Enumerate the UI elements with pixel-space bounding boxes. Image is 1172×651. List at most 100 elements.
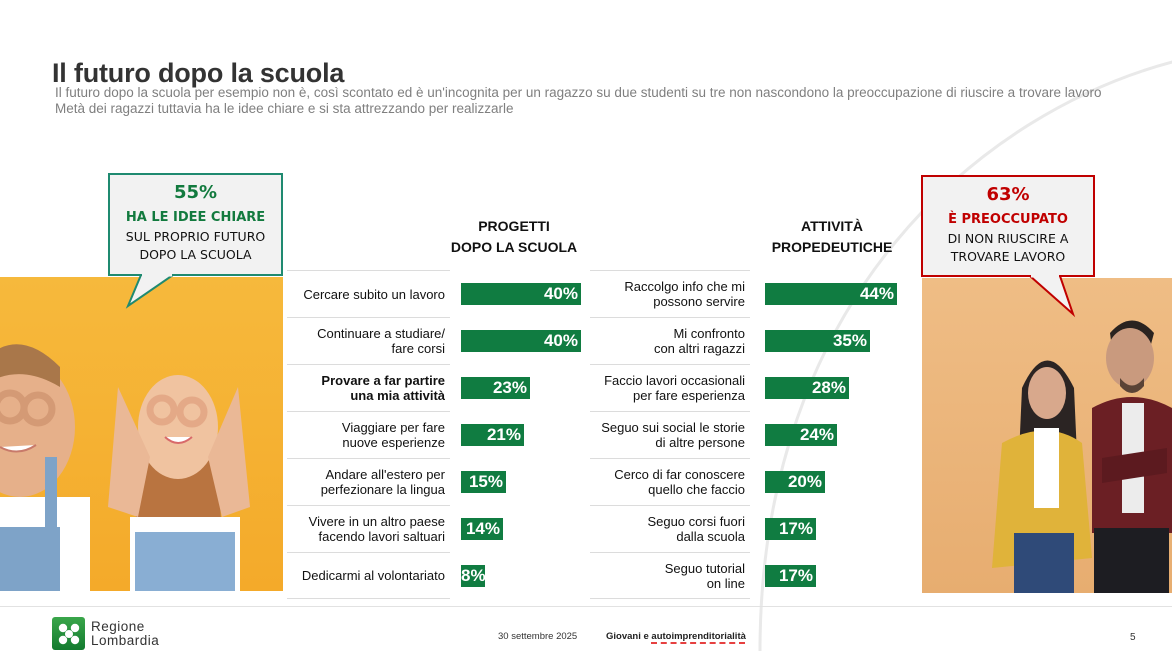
- subtitle-line-1: Il futuro dopo la scuola per esempio non…: [55, 85, 1102, 100]
- bar: 8%: [461, 565, 486, 587]
- callout-worried: 63% È PREOCCUPATO DI NON RIUSCIRE A TROV…: [921, 175, 1095, 277]
- bar-value-label: 44%: [859, 284, 894, 303]
- chart-row: Provare a far partire una mia attività: [287, 364, 450, 411]
- callout-text-line-1: SUL PROPRIO FUTURO: [125, 229, 266, 244]
- bar-value-label: 20%: [787, 472, 822, 491]
- category-label-line: Continuare a studiare/: [317, 326, 445, 341]
- callout-text-line-2: TROVARE LAVORO: [950, 249, 1066, 264]
- category-label-line: nuove esperienze: [342, 435, 445, 450]
- regione-lombardia-logo: Regione Lombardia: [52, 617, 159, 650]
- chart-title-line-2: PROPEDEUTICHE: [771, 239, 893, 255]
- category-label-line: Faccio lavori occasionali: [604, 373, 745, 388]
- callout-headline: È PREOCCUPATO: [948, 212, 1068, 227]
- chart-row: Viaggiare per fare nuove esperienze: [287, 411, 450, 458]
- category-label: Seguo corsi fuori dalla scuola: [587, 506, 745, 552]
- footer-topic-part-1: Giovani e: [606, 631, 649, 642]
- chart-title-line-1: PROGETTI: [478, 218, 550, 234]
- chart-row: Dedicarmi al volontariato: [287, 552, 450, 599]
- bar-value-label: 28%: [811, 378, 846, 397]
- category-label-line: Seguo corsi fuori: [647, 514, 745, 529]
- category-label-line: dalla scuola: [676, 529, 745, 544]
- callout-tail-left: [125, 273, 177, 309]
- category-label: Seguo sui social le storie di altre perso…: [587, 412, 745, 458]
- bar: 35%: [765, 330, 870, 352]
- chart-row: Seguo sui social le storie di altre perso…: [590, 411, 750, 458]
- footer-topic-part-2: autoimprenditorialità: [651, 631, 746, 642]
- category-label: Viaggiare per fare nuove esperienze: [285, 412, 445, 458]
- category-label: Provare a far partire una mia attività: [285, 365, 445, 411]
- bar-value-label: 8%: [461, 566, 486, 585]
- photo-young-people: [0, 277, 283, 591]
- category-label-line: on line: [706, 575, 745, 591]
- bar-value-label: 14%: [465, 519, 500, 538]
- chart-title-attivita: ATTIVITÀ PROPEDEUTICHE: [752, 216, 912, 258]
- category-label-line: per fare esperienza: [632, 388, 745, 403]
- callout-headline: HA LE IDEE CHIARE: [125, 210, 266, 225]
- category-label: Seguo tutorial on line: [587, 553, 745, 598]
- chart-row: Cercare subito un lavoro: [287, 270, 450, 317]
- bar-value-label: 24%: [799, 425, 834, 444]
- chart-title-progetti: PROGETTI DOPO LA SCUOLA: [436, 216, 592, 258]
- category-label-line: Seguo sui social le storie: [601, 420, 745, 435]
- category-label-line: facendo lavori saltuari: [318, 529, 445, 544]
- category-label-line: fare corsi: [391, 341, 445, 356]
- page-subtitle: Il futuro dopo la scuola per esempio non…: [55, 85, 1101, 116]
- category-label: Vivere in un altro paese facendo lavori s…: [285, 506, 445, 552]
- category-label-line: perfezionare la lingua: [320, 482, 445, 497]
- category-label: Faccio lavori occasionali per fare esperi…: [587, 365, 745, 411]
- chart-row: Cerco di far conoscere quello che faccio: [590, 458, 750, 505]
- chart-row: Raccolgo info che mi possono servire: [590, 270, 750, 317]
- category-label: Mi confronto con altri ragazzi: [587, 318, 745, 364]
- bar-value-label: 17%: [778, 519, 813, 538]
- bar: 20%: [765, 471, 825, 493]
- category-label: Continuare a studiare/fare corsi: [285, 318, 445, 364]
- page-number: 5: [1130, 632, 1136, 643]
- chart-row: Faccio lavori occasionali per fare esperi…: [590, 364, 750, 411]
- callout-clear-ideas: 55% HA LE IDEE CHIARE SUL PROPRIO FUTURO…: [108, 173, 283, 276]
- category-label: Dedicarmi al volontariato: [285, 553, 445, 598]
- category-label-line: Provare a far partire: [321, 373, 445, 388]
- bar: 14%: [461, 518, 503, 540]
- lombardia-rose-icon: [52, 617, 85, 650]
- footer-date: 30 settembre 2025: [498, 631, 578, 642]
- bar-value-label: 35%: [832, 331, 867, 350]
- bar: 15%: [461, 471, 506, 493]
- bar: 21%: [461, 424, 524, 446]
- chart-row: Andare all'estero per perfezionare la lin…: [287, 458, 450, 505]
- page-title: Il futuro dopo la scuola: [52, 58, 345, 88]
- category-label: Cerco di far conoscere quello che faccio: [587, 459, 745, 505]
- callout-tail-right: [1027, 274, 1076, 318]
- logo-text-line-1: Regione: [91, 618, 145, 634]
- callout-percent: 63%: [986, 184, 1030, 205]
- couple-illustration: [992, 320, 1172, 593]
- chart-row: Mi confronto con altri ragazzi: [590, 317, 750, 364]
- callout-text-line-1: DI NON RIUSCIRE A: [947, 231, 1069, 246]
- logo-text: Regione Lombardia: [91, 618, 160, 648]
- logo-text-line-2: Lombardia: [91, 632, 160, 648]
- category-label-line: Cercare subito un lavoro: [303, 286, 445, 302]
- category-label-line: Cerco di far conoscere: [614, 467, 745, 482]
- chart-row: Continuare a studiare/fare corsi: [287, 317, 450, 364]
- bar: 23%: [461, 377, 530, 399]
- bar: 24%: [765, 424, 837, 446]
- bar-value-label: 40%: [543, 284, 578, 303]
- bar-value-label: 15%: [468, 472, 503, 491]
- chart-title-line-2: DOPO LA SCUOLA: [450, 239, 578, 255]
- category-label: Raccolgo info che mi possono servire: [587, 271, 745, 317]
- chart-row: Vivere in un altro paese facendo lavori s…: [287, 505, 450, 552]
- bar: 17%: [765, 565, 816, 587]
- category-label: Andare all'estero per perfezionare la lin…: [285, 459, 445, 505]
- category-label-line: Raccolgo info che mi: [624, 279, 745, 294]
- callout-percent: 55%: [173, 182, 218, 203]
- category-label-line: quello che faccio: [648, 482, 745, 497]
- bar-value-label: 21%: [486, 425, 521, 444]
- chart-row: Seguo tutorial on line: [590, 552, 750, 599]
- category-label-line: Andare all'estero per: [325, 467, 445, 482]
- bar-value-label: 17%: [778, 566, 813, 585]
- footer-divider: [0, 606, 1172, 607]
- bar: 28%: [765, 377, 849, 399]
- bar: 44%: [765, 283, 897, 305]
- subtitle-line-2: Metà dei ragazzi tuttavia ha le idee chi…: [55, 100, 514, 116]
- category-label: Cercare subito un lavoro: [285, 271, 445, 317]
- category-label-line: Vivere in un altro paese: [308, 514, 445, 529]
